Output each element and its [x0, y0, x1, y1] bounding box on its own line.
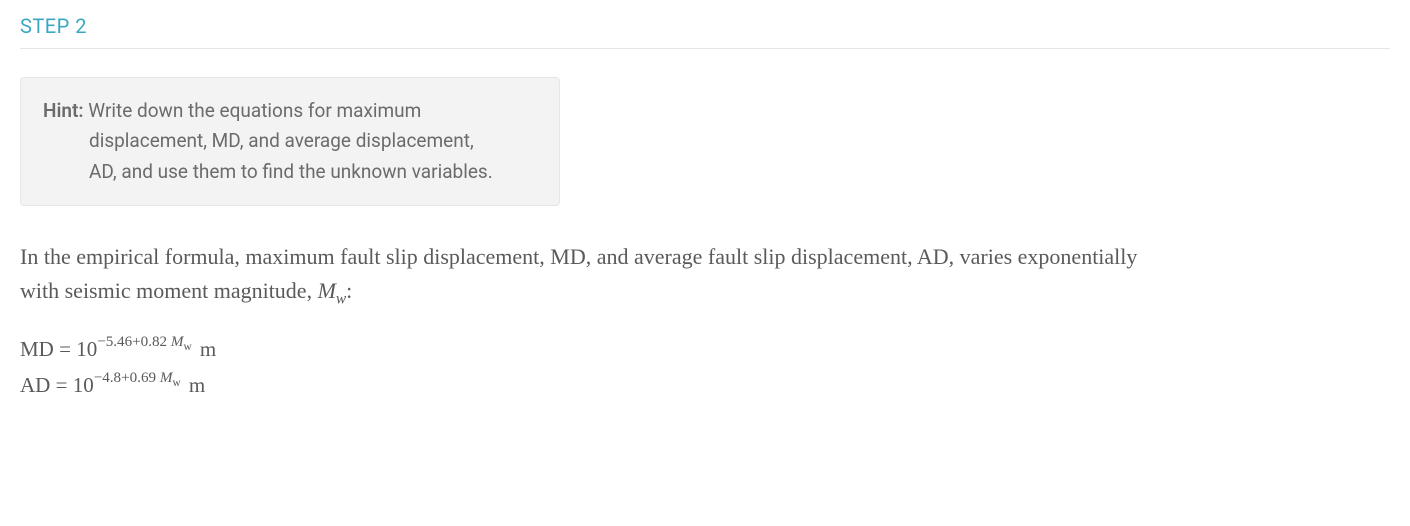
- ad-equals: =: [50, 373, 72, 397]
- step-container: STEP 2 Hint: Write down the equations fo…: [0, 0, 1410, 428]
- explanation-text: In the empirical formula, maximum fault …: [20, 240, 1140, 311]
- md-lhs: MD: [20, 337, 54, 361]
- equation-ad: AD = 10−4.8+0.69 Mw m: [20, 372, 1390, 398]
- md-exp-sym: M: [171, 334, 184, 350]
- hint-box: Hint: Write down the equations for maxim…: [20, 77, 560, 206]
- hint-line-3: AD, and use them to find the unknown var…: [43, 157, 537, 187]
- ad-lhs: AD: [20, 373, 50, 397]
- md-exp-sub: w: [183, 341, 191, 353]
- md-base: 10: [76, 337, 97, 361]
- ad-base: 10: [73, 373, 94, 397]
- hint-label: Hint:: [43, 99, 84, 122]
- body-part-1: In the empirical formula, maximum fault …: [20, 244, 1137, 303]
- md-unit: m: [197, 337, 216, 361]
- md-exp-const: −5.46+0.82: [97, 334, 171, 350]
- moment-symbol: M: [318, 278, 336, 303]
- md-exponent: −5.46+0.82 Mw: [97, 334, 191, 350]
- md-equals: =: [54, 337, 76, 361]
- equations-block: MD = 10−5.46+0.82 Mw m AD = 10−4.8+0.69 …: [20, 336, 1390, 398]
- ad-exp-sub: w: [172, 377, 180, 389]
- hint-line-1: Write down the equations for maximum: [88, 99, 421, 122]
- equation-md: MD = 10−5.46+0.82 Mw m: [20, 336, 1390, 362]
- hint-line-2: displacement, MD, and average displaceme…: [43, 126, 537, 156]
- ad-exp-sym: M: [160, 370, 173, 386]
- body-part-2: :: [346, 278, 352, 303]
- step-header: STEP 2: [20, 14, 1390, 49]
- ad-exp-const: −4.8+0.69: [94, 370, 160, 386]
- step-title: STEP 2: [20, 14, 87, 38]
- moment-subscript: w: [336, 291, 346, 308]
- ad-unit: m: [186, 373, 205, 397]
- ad-exponent: −4.8+0.69 Mw: [94, 370, 181, 386]
